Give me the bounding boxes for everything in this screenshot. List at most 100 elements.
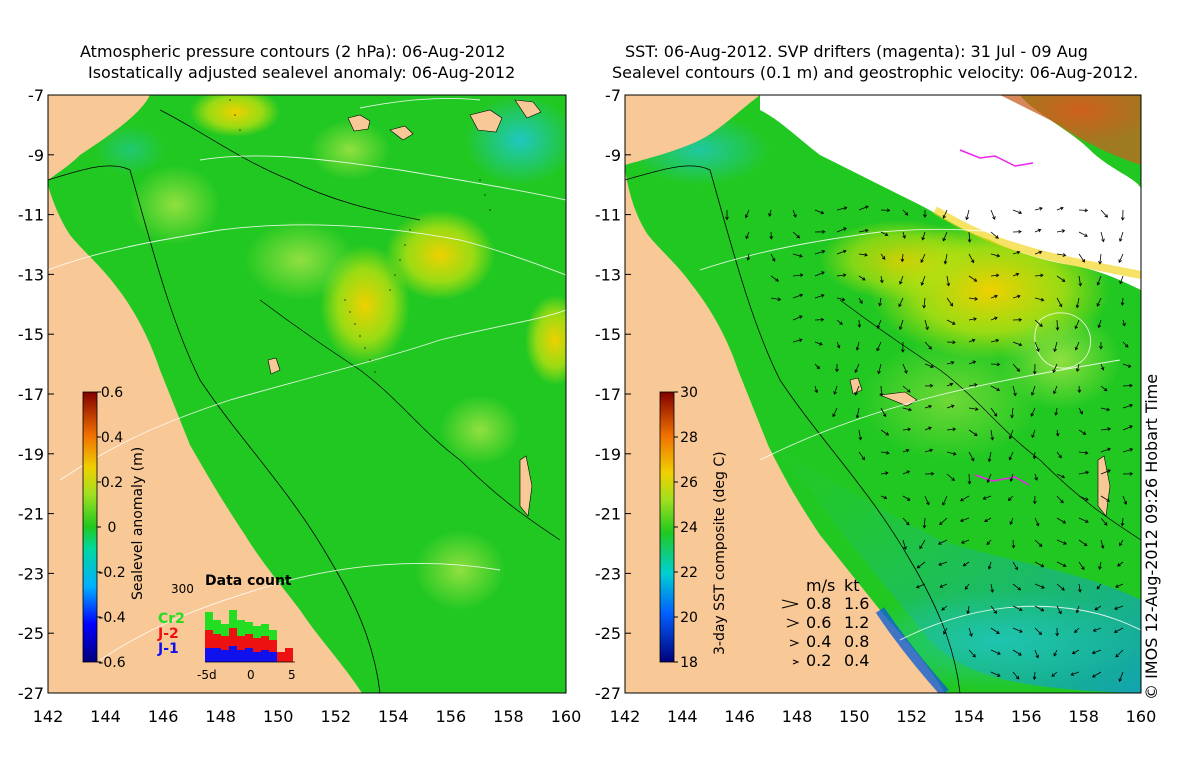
colorbar-tick-label: 28 [680,430,698,446]
velocity-arrow [1074,627,1080,634]
velocity-arrow [1100,469,1111,475]
lat-label: -11 [18,206,44,225]
velocity-arrow [1122,319,1126,327]
velocity-arrow [946,451,957,456]
velocity-arrow [902,231,906,239]
left-island-2 [389,125,414,141]
lon-label: 146 [724,707,755,726]
sla-light-green-2 [245,220,355,300]
velocity-arrow [939,517,948,526]
velocity-arrow [938,561,948,566]
velocity-arrow [900,253,905,263]
velocity-arrow [1012,363,1021,372]
lat-label: -21 [595,505,621,524]
velocity-arrow [814,249,826,255]
velocity-arrow [744,209,750,219]
lon-label: 158 [493,707,524,726]
lon-label: 148 [205,707,236,726]
right-map [625,95,1141,693]
velocity-arrow [814,209,825,215]
velocity-arrow [902,470,911,475]
velocity-arrow [1078,429,1087,435]
inset-bars [205,610,293,662]
velocity-arrow [1034,206,1043,211]
colorbar-tick-label: -0.6 [98,655,125,671]
inset-title: Data count [205,573,292,589]
velocity-arrow [924,448,934,453]
velocity-arrow [1078,231,1088,237]
lon-label: 148 [782,707,813,726]
lat-label: -7 [28,86,44,105]
velocity-arrow [858,252,868,257]
velocity-arrow [770,275,779,282]
velocity-arrow [946,361,955,365]
velocity-arrow [1053,341,1058,353]
velocity-arrow [986,473,992,484]
velocity-arrow [1012,605,1023,611]
velocity-arrow [1100,231,1105,243]
velocity-arrow [1031,429,1036,439]
velocity-arrow [1122,383,1133,388]
velocity-arrow [902,495,911,501]
velocity-arrow [1115,649,1124,658]
velocity-arrow [1098,561,1102,570]
colorbar-tick-label: 24 [680,520,698,536]
left-pressure-contour-3 [199,155,566,201]
velocity-arrow [1113,627,1124,633]
right-title-line1: SST: 06-Aug-2012. SVP drifters (magenta)… [625,42,1088,61]
velocity-arrow [792,231,801,239]
velocity-arrow [990,253,1001,258]
velocity-arrow [966,605,971,615]
velocity-arrow [880,450,890,455]
velocity-arrow [1034,273,1044,278]
inset-legend-j1: J-1 [157,641,179,657]
velocity-arrow [1052,363,1058,373]
colorbar-tick-label: 20 [680,610,698,626]
velocity-arrow [1034,517,1040,527]
velocity-arrow [942,209,948,219]
copyright-notice: © IMOS 12-Aug-2012 09:26 Hobart Time [1142,373,1161,700]
lat-label: -23 [18,564,44,583]
velocity-arrow [984,517,992,522]
velocity-arrow [990,294,998,299]
velocity-arrow [1012,229,1022,234]
colorbar-tick-label: 0.2 [101,475,123,491]
lon-label: 146 [148,707,179,726]
left-land-mainland [48,95,150,180]
velocity-arrow [1100,447,1111,453]
sst-warm-2 [820,220,980,300]
velocity-arrow [920,275,926,286]
right-land-newguinea [1000,95,1141,165]
velocity-arrow [1070,671,1080,676]
velocity-arrow [946,473,956,482]
velocity-arrow [923,209,927,218]
velocity-arrow [857,319,862,328]
sst-no-data-cloud [760,95,1141,290]
velocity-legend-kt-04: 0.4 [844,651,869,670]
lon-label: 156 [1011,707,1042,726]
left-pressure-contour-5 [359,97,481,109]
velocity-arrow [1117,561,1124,567]
velocity-arrow [1034,583,1045,589]
velocity-arrow [968,317,977,321]
velocity-arrow [1012,561,1018,571]
lat-label: -25 [595,624,621,643]
lon-label: 144 [90,707,121,726]
velocity-arrow [902,209,909,216]
velocity-arrow [1078,495,1089,501]
velocity-arrow [937,539,948,545]
velocity-arrow [968,296,979,301]
sla-light-green-5 [415,530,505,610]
velocity-arrow [924,383,934,388]
velocity-arrow [982,495,992,500]
left-island-4 [514,99,542,119]
velocity-arrow [959,517,970,522]
velocity-arrow [1012,294,1021,299]
inset-legend-cr2: Cr2 [158,611,185,627]
velocity-arrow [1034,627,1043,636]
velocity-arrow [968,275,978,282]
inset-x-label-zero: 0 [247,668,255,682]
lon-label: 154 [954,707,985,726]
left-bathy-contour-2 [259,299,561,541]
